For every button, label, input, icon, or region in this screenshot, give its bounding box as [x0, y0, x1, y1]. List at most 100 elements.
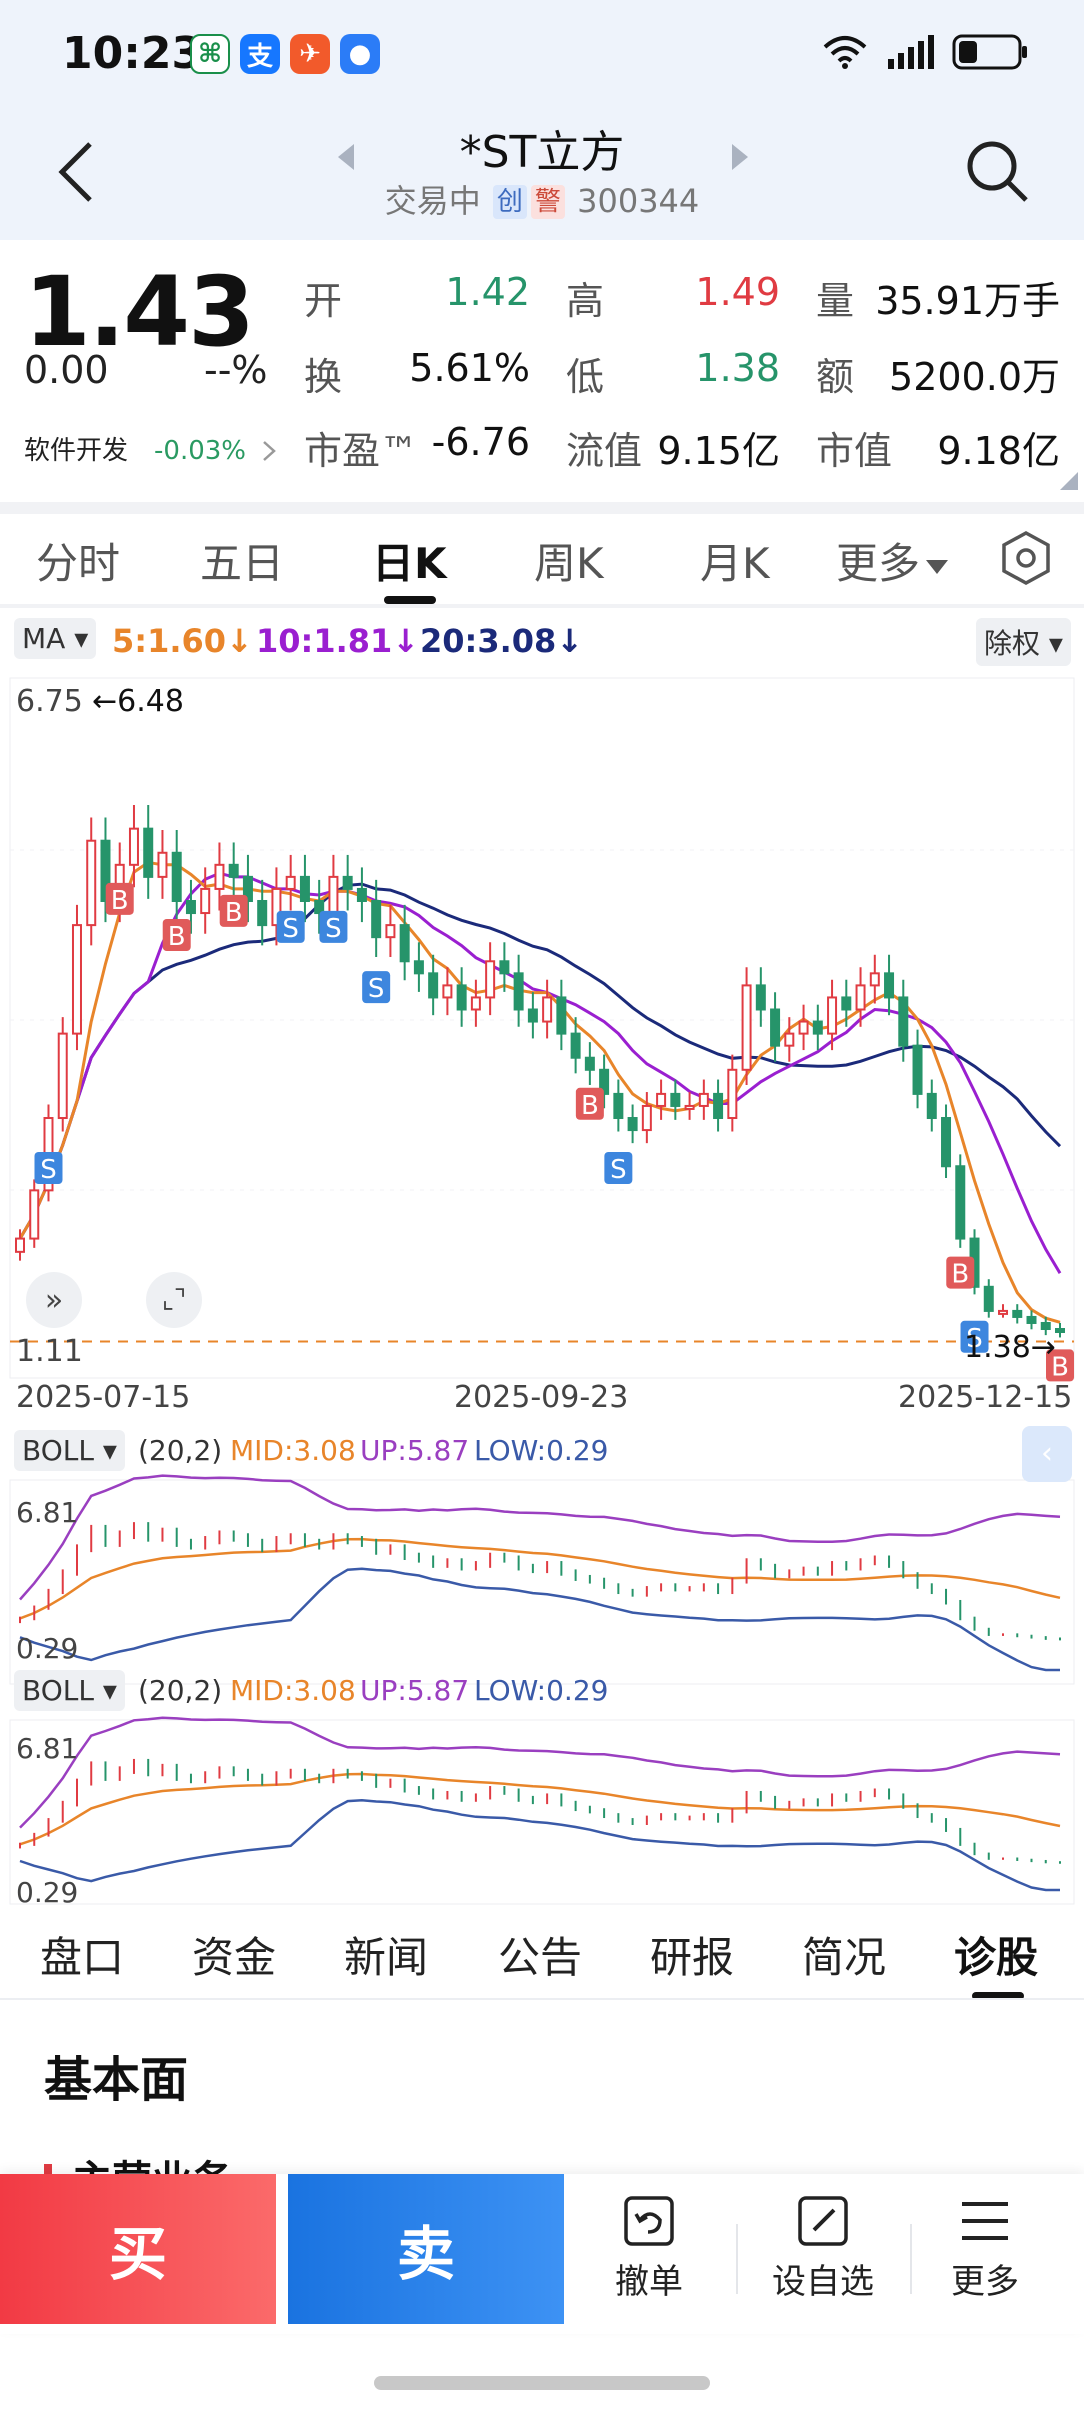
tab-profile[interactable]: 简况 [802, 1933, 887, 1982]
boll1-legend: BOLL ▾ (20,2) MID:3.08 UP:5.87 LOW:0.29 … [0, 1426, 1084, 1482]
last-price: 1.43 [24, 256, 255, 368]
candle-body [157, 851, 168, 878]
boll2-selector[interactable]: BOLL ▾ [14, 1670, 125, 1711]
buy-marker [105, 882, 134, 915]
sector-link[interactable]: 软件开发 -0.03% [24, 430, 277, 467]
buy-marker [162, 918, 191, 951]
candle-body [100, 839, 111, 902]
corner-expand-icon[interactable] [1060, 472, 1078, 490]
ma10-value: 10:1.81↓ [256, 622, 420, 660]
chat-app-icon: ● [340, 34, 380, 74]
marker-letter: S [325, 914, 342, 944]
sell-button[interactable]: 卖 [288, 2174, 564, 2324]
next-stock-icon[interactable] [730, 142, 750, 172]
turnover-label: 换 [304, 355, 343, 399]
stock-name: *ST立方 [459, 127, 625, 178]
collapse-panel-icon[interactable]: ‹ [1022, 1426, 1072, 1482]
boll-lower-line [19, 1567, 1060, 1672]
expand-right-icon[interactable]: » [26, 1272, 82, 1328]
tab-announcements[interactable]: 公告 [498, 1933, 583, 1982]
tab-capital[interactable]: 资金 [192, 1933, 277, 1982]
tab-research[interactable]: 研报 [650, 1933, 735, 1982]
candle-body [841, 996, 852, 1011]
candle-body [798, 1020, 809, 1035]
tab-five-day[interactable]: 五日 [200, 539, 285, 588]
marker-letter: S [368, 974, 385, 1004]
candle-body [770, 1008, 781, 1047]
candle-body [271, 887, 282, 927]
wifi-icon [823, 36, 867, 69]
candle-body [299, 875, 310, 902]
candle-body [926, 1092, 937, 1120]
amount-value: 5200.0万 [889, 355, 1060, 399]
open-value: 1.42 [445, 270, 530, 314]
candle-body [741, 984, 752, 1071]
tab-daily-k[interactable]: 日K [372, 539, 447, 588]
more-actions-button[interactable]: 更多 [900, 2194, 1070, 2303]
divider [0, 1998, 1084, 2000]
marker-letter: S [966, 1324, 983, 1354]
k-min-marker: 1.38→ [964, 1330, 1056, 1365]
search-icon[interactable] [964, 138, 1032, 206]
candle-body [670, 1092, 681, 1107]
tab-intraday[interactable]: 分时 [36, 539, 121, 588]
back-icon[interactable] [56, 140, 96, 204]
candle-body [185, 899, 196, 915]
candle-body [955, 1165, 966, 1240]
candle-body [727, 1068, 738, 1120]
tab-handicap[interactable]: 盘口 [40, 1933, 125, 1982]
signal-icon [888, 35, 934, 69]
sector-name: 软件开发 [24, 436, 129, 466]
tab-monthly-k[interactable]: 月K [700, 539, 770, 588]
sell-marker [604, 1152, 633, 1185]
main-business-item[interactable]: 主营业务 [44, 2148, 232, 2176]
warning-badge: 警 [530, 185, 565, 219]
candle-body [513, 972, 524, 1011]
tab-more[interactable]: 更多 [836, 530, 949, 591]
turnover-value: 5.61% [409, 346, 530, 390]
buy-marker [946, 1256, 975, 1289]
tab-weekly-k[interactable]: 周K [534, 539, 604, 588]
tab-diagnosis[interactable]: 诊股 [954, 1933, 1039, 1982]
marker-letter: S [282, 914, 299, 944]
boll1-selector[interactable]: BOLL ▾ [14, 1430, 125, 1471]
settings-hexagon-icon[interactable] [998, 530, 1054, 586]
ma10-line [18, 871, 1062, 1274]
candle-body [15, 1237, 25, 1253]
prev-stock-icon[interactable] [336, 142, 356, 172]
date-start: 2025-07-15 [16, 1380, 191, 1415]
candle-body [356, 887, 367, 902]
candle-body [527, 1008, 538, 1023]
tab-news[interactable]: 新闻 [344, 1933, 429, 1982]
candle-body [86, 839, 97, 927]
boll2-low: LOW:0.29 [474, 1674, 609, 1707]
boll2-top: 6.81 [16, 1732, 79, 1765]
ma10-label: 10:1.81 [256, 622, 393, 660]
candle-body [1040, 1321, 1051, 1331]
add-watchlist-label: 设自选 [772, 2262, 874, 2302]
adjust-selector[interactable]: 除权 ▾ [976, 618, 1071, 666]
buy-button[interactable]: 买 [0, 2174, 276, 2324]
cancel-order-button[interactable]: 撤单 [564, 2194, 734, 2303]
low-label: 低 [566, 355, 605, 399]
fullscreen-icon[interactable]: ⌞⌝ [146, 1272, 202, 1328]
buy-marker [575, 1087, 604, 1120]
alipay-app-icon: 支 [240, 34, 280, 74]
ma20-value: 20:3.08↓ [420, 622, 584, 660]
boll-mid-line [19, 1537, 1061, 1620]
candle-body [257, 899, 268, 927]
ma-selector-label: MA [22, 622, 66, 655]
add-watchlist-button[interactable]: 设自选 [738, 2194, 908, 2303]
volume-label: 量 [816, 279, 855, 323]
quote-panel: 1.43 0.00 --% 软件开发 -0.03% 开 1.42 高 1.49 量… [0, 240, 1084, 502]
ma-selector[interactable]: MA ▾ [14, 618, 97, 659]
float-cap-value: 9.15亿 [657, 429, 780, 473]
price-change: 0.00 [24, 348, 109, 392]
candle-body [285, 875, 296, 890]
sell-marker [960, 1320, 989, 1353]
marker-letter: B [168, 922, 186, 952]
marker-letter: B [111, 886, 129, 916]
pe-value: -6.76 [431, 420, 530, 464]
candle-body [656, 1092, 667, 1107]
